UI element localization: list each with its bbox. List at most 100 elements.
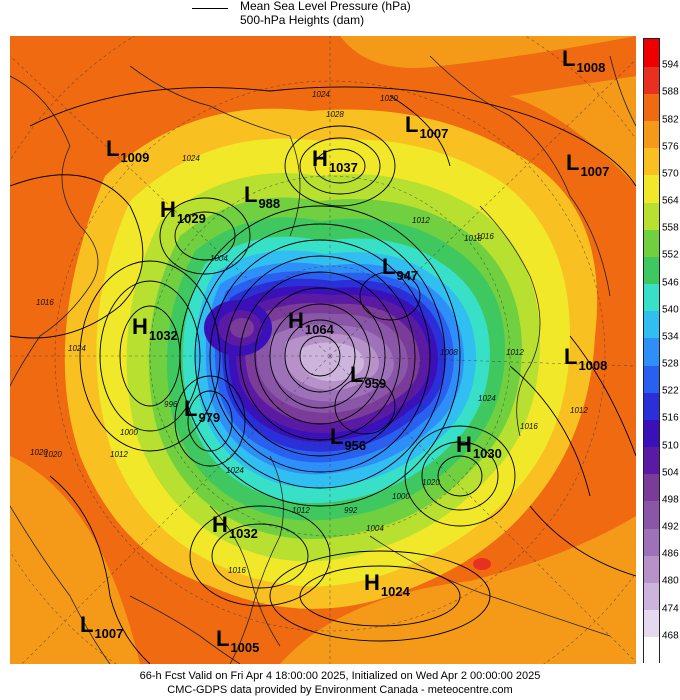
isobar-label: 1020	[422, 478, 440, 487]
isobar-label: 1012	[412, 216, 430, 225]
pressure-system-label: L1007	[80, 612, 124, 641]
colorbar-tick-label: 588	[662, 86, 679, 98]
mslp-line-sample	[192, 8, 228, 9]
colorbar-tick-label: 474	[662, 603, 679, 615]
isobar-label: 1008	[440, 348, 458, 357]
colorbar-tick-label: 546	[662, 277, 679, 289]
isobar-label: 1000	[392, 492, 410, 501]
colorbar-swatch	[644, 500, 659, 529]
colorbar-tick-label: 582	[662, 114, 679, 126]
colorbar-tick-label: 570	[662, 168, 679, 180]
colorbar-swatch	[644, 636, 659, 665]
pressure-system-label: L979	[184, 396, 221, 425]
colorbar-swatch	[644, 446, 659, 475]
map-canvas	[10, 36, 636, 664]
weather-map: L1008 L1007 L1007 L1009 H1037 H1029 L988…	[10, 36, 636, 664]
colorbar-tick-label: 558	[662, 222, 679, 234]
pressure-system-label: H1029	[160, 197, 206, 226]
colorbar-labels: 594 588 582 576 570 564 558 552 546 540 534 528 522 5…	[662, 38, 680, 663]
isobar-label: 1012	[506, 348, 524, 357]
isobar-label: 1024	[226, 466, 244, 475]
pressure-system-label: H1037	[312, 146, 358, 175]
colorbar-tick-label: 576	[662, 141, 679, 153]
legend-mslp-label: Mean Sea Level Pressure (hPa)	[240, 0, 411, 13]
colorbar-swatch	[644, 419, 659, 448]
pressure-system-label: L1008	[562, 46, 606, 75]
pressure-system-label: L947	[382, 254, 419, 283]
colorbar-tick-label: 486	[662, 548, 679, 560]
colorbar-swatch	[644, 473, 659, 502]
colorbar-tick-label: 528	[662, 358, 679, 370]
colorbar-swatch	[644, 66, 659, 94]
colorbar-swatch	[644, 39, 659, 67]
isobar-label: 1024	[312, 90, 330, 99]
colorbar-swatch	[644, 582, 659, 611]
map-legend: Mean Sea Level Pressure (hPa) 500-hPa He…	[192, 0, 492, 36]
data-credit-text: CMC-GDPS data provided by Environment Ca…	[167, 684, 513, 696]
isobar-label: 992	[344, 506, 358, 515]
isobar-label: 996	[164, 400, 178, 409]
coastlines	[10, 55, 636, 664]
pressure-system-label: L1007	[566, 150, 610, 179]
isobar-label: 1012	[110, 450, 128, 459]
pressure-system-label: H1064	[288, 308, 334, 337]
pressure-system-label: L959	[350, 362, 387, 391]
colorbar-swatch	[644, 229, 659, 257]
isobar-label: 1016	[228, 566, 246, 575]
isobar-label: 1020	[44, 450, 62, 459]
isobar-label: 1012	[292, 506, 310, 515]
colorbar-swatch	[644, 174, 659, 203]
colorbar-tick-label: 552	[662, 249, 679, 261]
forecast-validity-text: 66-h Fcst Valid on Fri Apr 4 18:00:00 20…	[139, 670, 541, 682]
colorbar-tick-label: 534	[662, 331, 679, 343]
colorbar-tick-label: 510	[662, 440, 679, 452]
colorbar-tick-label: 468	[662, 630, 679, 642]
pressure-system-label: H1032	[212, 512, 258, 541]
isobar-label: 1016	[464, 234, 482, 243]
isobar-label: 1016	[520, 422, 538, 431]
colorbar-swatch	[644, 202, 659, 230]
colorbar-swatch	[644, 365, 659, 393]
isobar-label: 1024	[68, 344, 86, 353]
isobar-label: 1020	[380, 94, 398, 103]
pressure-system-label: H1030	[456, 432, 502, 461]
colorbar-swatch	[644, 310, 659, 339]
legend-heights-label: 500-hPa Heights (dam)	[240, 13, 365, 27]
isobar-label: 1024	[478, 394, 496, 403]
isobar-label: 1020	[30, 448, 48, 457]
colorbar-tick-label: 492	[662, 521, 679, 533]
colorbar-swatch	[644, 337, 659, 366]
pressure-system-label: H1024	[364, 570, 410, 599]
colorbar-swatch	[644, 256, 659, 285]
pressure-system-label: L1005	[216, 626, 260, 655]
colorbar-swatch	[644, 283, 659, 312]
colorbar-swatch	[644, 609, 659, 638]
colorbar-swatch	[644, 93, 659, 122]
pressure-system-label: L956	[330, 424, 367, 453]
height-colorbar	[643, 38, 660, 665]
isobar-label: 1028	[326, 110, 344, 119]
colorbar-tick-label: 498	[662, 494, 679, 506]
warm-region	[10, 456, 140, 664]
pressure-system-label: L1007	[405, 112, 449, 141]
colorbar-swatch	[644, 528, 659, 556]
isobar-label: 1004	[210, 254, 228, 263]
colorbar-swatch	[644, 555, 659, 583]
pressure-system-label: H1032	[132, 314, 178, 343]
isobar-label: 1012	[570, 406, 588, 415]
pressure-system-label: L1009	[106, 136, 150, 165]
isobar-label: 1024	[182, 154, 200, 163]
isobar-label: 1016	[476, 232, 494, 241]
colorbar-swatch	[644, 392, 659, 420]
colorbar-tick-label: 522	[662, 385, 679, 397]
colorbar-tick-label: 516	[662, 412, 679, 424]
isobars	[10, 86, 636, 664]
pressure-system-label: L1008	[564, 344, 608, 373]
colorbar-tick-label: 540	[662, 304, 679, 316]
isobar-label: 1004	[366, 524, 384, 533]
colorbar-swatch	[644, 120, 659, 149]
colorbar-tick-label: 504	[662, 467, 679, 479]
colorbar-tick-label: 480	[662, 575, 679, 587]
isobar-label: 1000	[120, 428, 138, 437]
pressure-system-label: L988	[244, 182, 281, 211]
